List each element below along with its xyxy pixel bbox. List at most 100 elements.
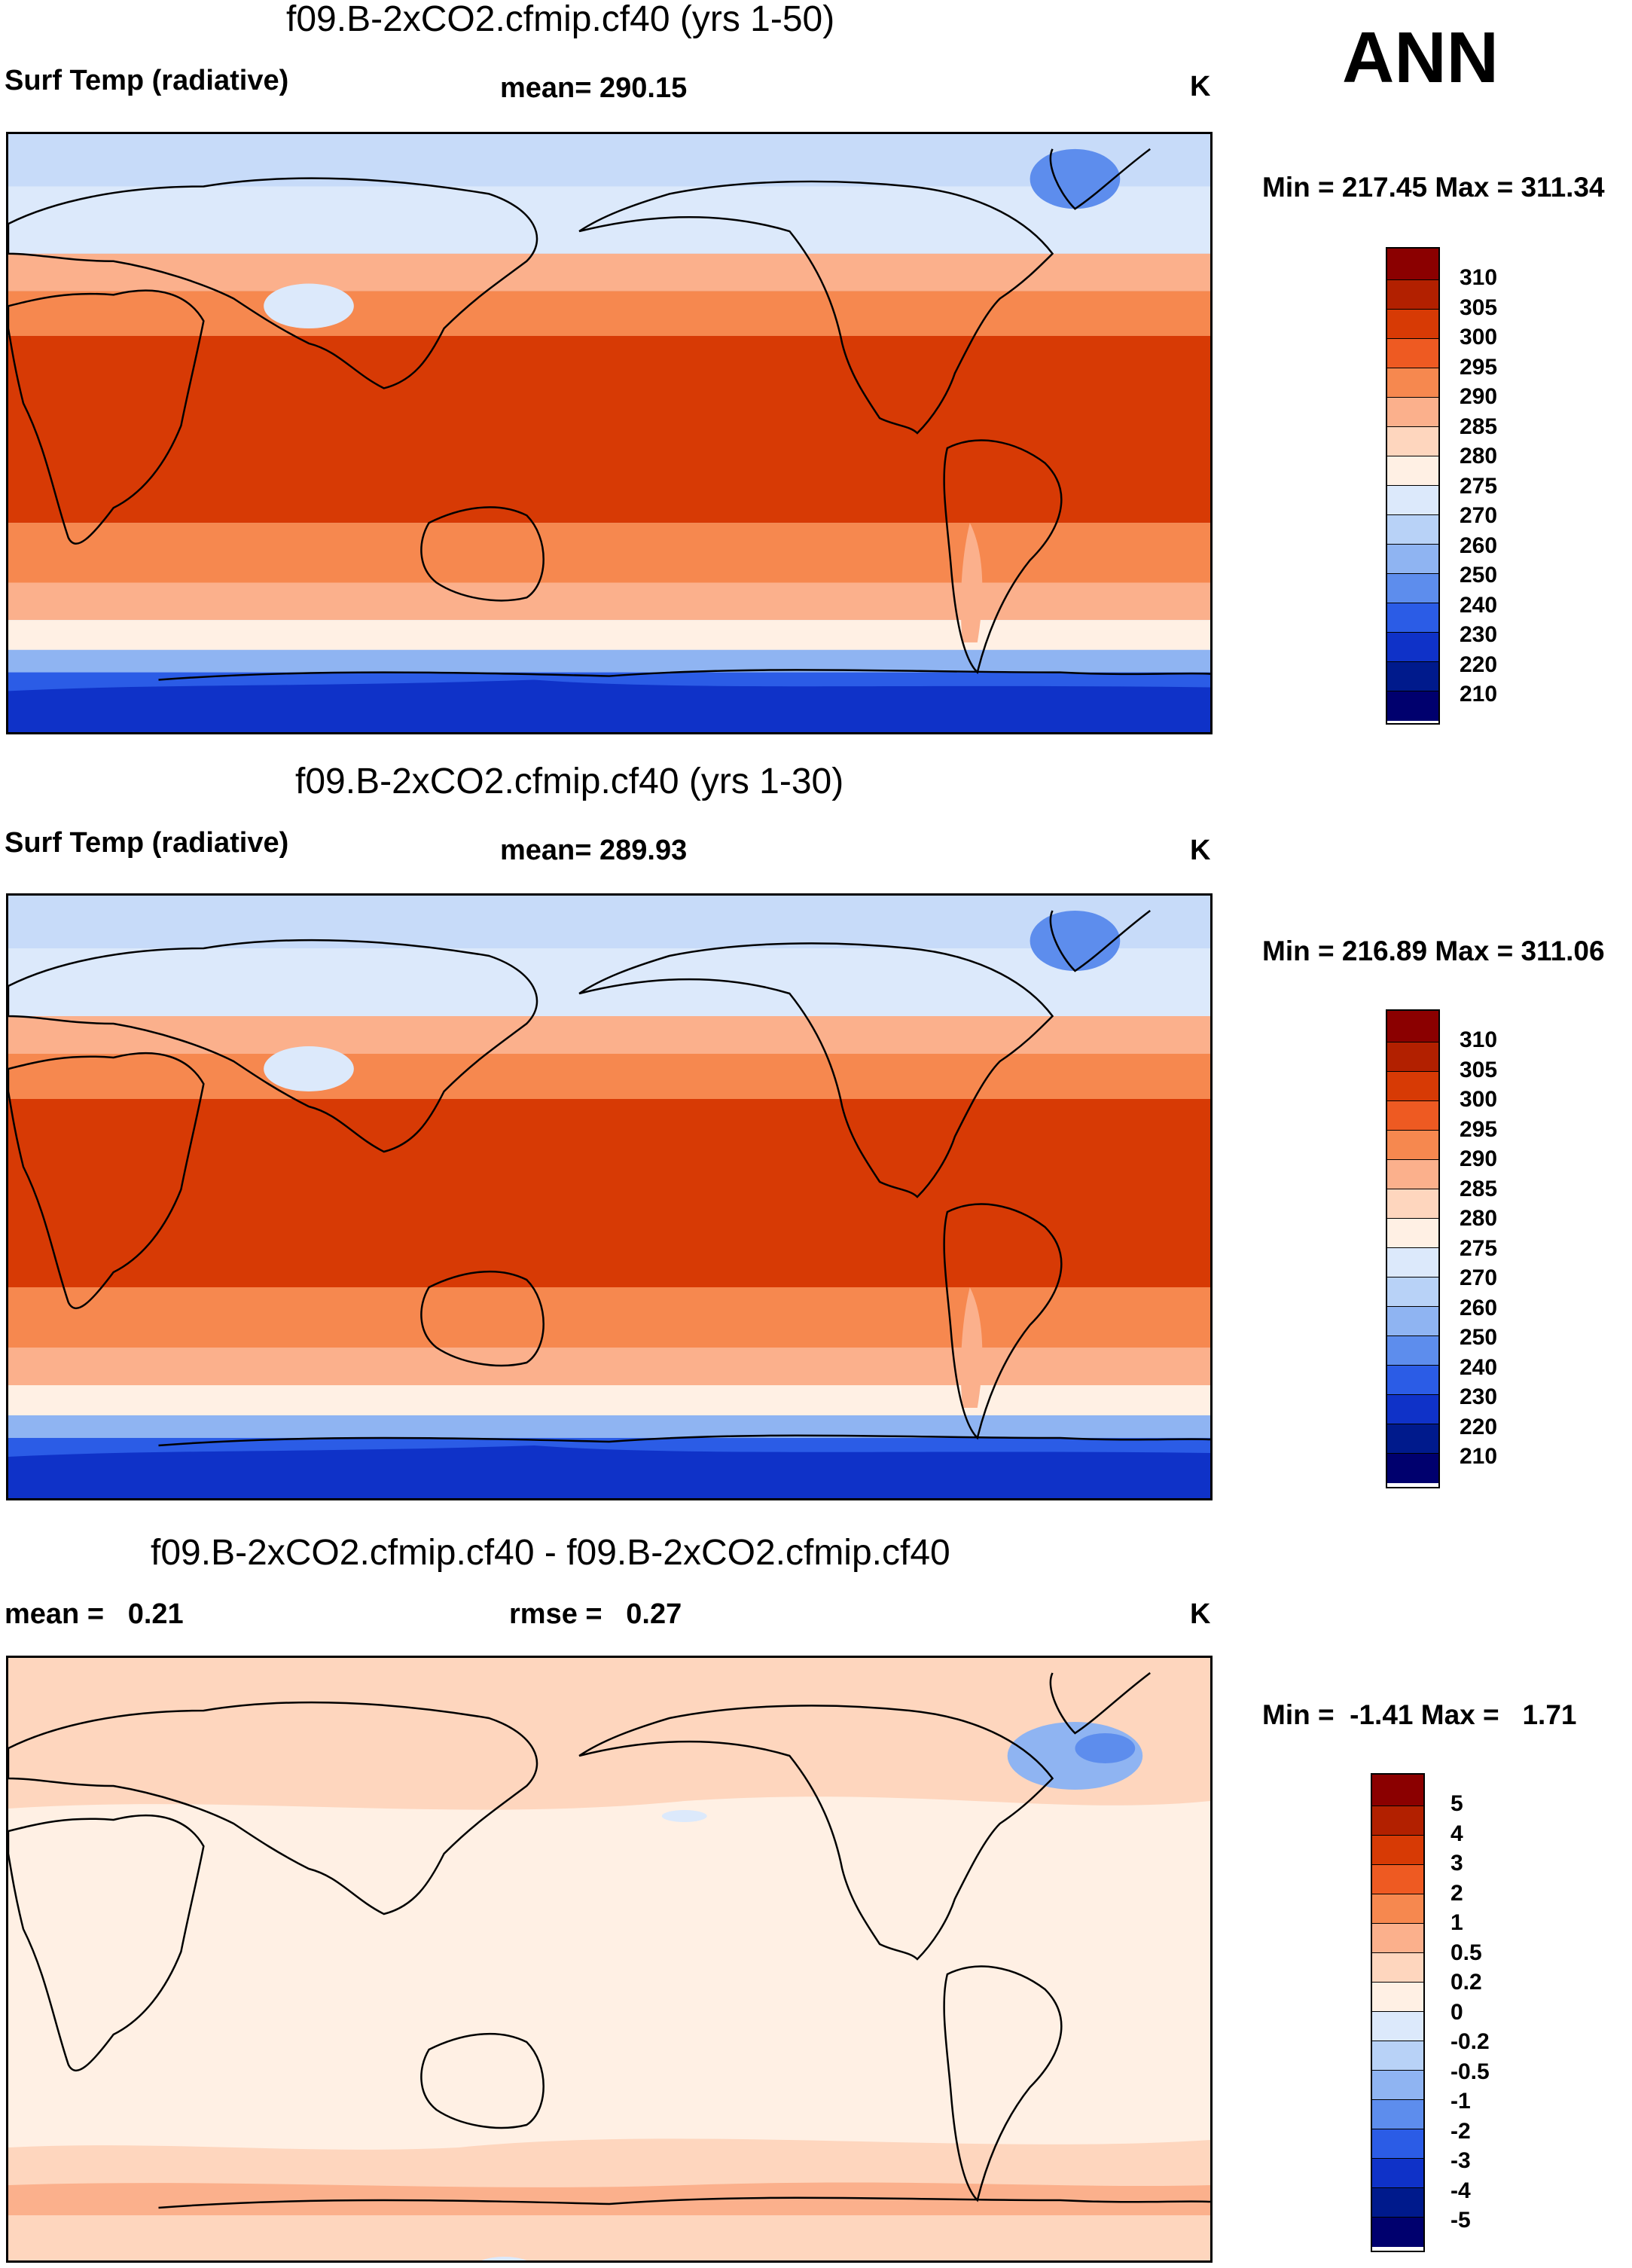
color-bar-tick: -5 xyxy=(1450,2208,1471,2233)
temperature-map xyxy=(6,132,1213,734)
color-bar-box xyxy=(1387,426,1438,456)
greenland-coast xyxy=(1049,148,1151,210)
cool-south-band xyxy=(8,1385,1210,1415)
color-bar-tick: 305 xyxy=(1460,1058,1498,1082)
min-max-label: Min = -1.41 Max = 1.71 xyxy=(1262,1699,1577,1730)
color-bar-tick: 290 xyxy=(1460,384,1498,409)
tibet-cold xyxy=(264,1046,354,1091)
andes-cool xyxy=(960,523,983,643)
color-bar-box xyxy=(1387,485,1438,515)
africa-coast xyxy=(7,1815,205,2072)
color-bar-box xyxy=(1387,632,1438,662)
greenland-coast xyxy=(1049,910,1151,972)
color-bar-box xyxy=(1372,2217,1423,2247)
tropics-band xyxy=(8,335,1210,524)
color-bar-tick: 280 xyxy=(1460,1206,1498,1231)
color-bar-box xyxy=(1387,1011,1438,1042)
color-bar-tick: 300 xyxy=(1460,325,1498,350)
north-america-coast xyxy=(578,1705,1054,1961)
color-bar-tick: -0.2 xyxy=(1450,2029,1490,2054)
color-bar-tick: 285 xyxy=(1460,414,1498,439)
color-bar-tick: 1 xyxy=(1450,1910,1463,1935)
south-america-coast xyxy=(943,439,1063,675)
color-bar-tick: 295 xyxy=(1460,355,1498,380)
panel-title: f09.B-2xCO2.cfmip.cf40 (yrs 1-30) xyxy=(295,762,844,801)
difference-map xyxy=(6,1656,1213,2268)
tropics-light xyxy=(8,1796,1210,2150)
coastlines xyxy=(7,1672,1211,2209)
australia-coast xyxy=(420,2032,545,2129)
color-bar-tick: 220 xyxy=(1460,652,1498,677)
color-bar-box xyxy=(1387,1306,1438,1336)
variable-label: Surf Temp (radiative) xyxy=(5,827,289,859)
color-bar-tick: -2 xyxy=(1450,2119,1471,2144)
color-bar-tick: 280 xyxy=(1460,444,1498,469)
color-bar-box xyxy=(1372,2158,1423,2188)
arctic-band xyxy=(8,896,1210,948)
color-bar-box xyxy=(1372,1864,1423,1894)
color-bar-box xyxy=(1387,279,1438,310)
color-bar-box xyxy=(1387,456,1438,486)
color-bar-box xyxy=(1372,1982,1423,2012)
unit-label: K xyxy=(1190,1598,1211,1630)
antarctica-fill xyxy=(8,1445,1210,1498)
color-bar-tick: 210 xyxy=(1460,1444,1498,1469)
color-bar-box xyxy=(1387,249,1438,280)
color-bar-box xyxy=(1387,1042,1438,1072)
color-bar-box xyxy=(1387,1335,1438,1366)
color-bar-box xyxy=(1387,1189,1438,1219)
color-bar-box xyxy=(1387,1159,1438,1189)
color-bar-tick: 2 xyxy=(1450,1881,1463,1906)
color-bar-tick: 275 xyxy=(1460,474,1498,499)
south-america-coast xyxy=(943,1203,1063,1440)
color-bar-box xyxy=(1387,1394,1438,1424)
color-bar-box xyxy=(1372,1952,1423,1983)
variable-label: Surf Temp (radiative) xyxy=(5,65,289,96)
north-america-coast xyxy=(578,942,1054,1198)
color-bar-tick: 310 xyxy=(1460,1027,1498,1052)
color-bar-tick: 285 xyxy=(1460,1177,1498,1201)
australia-coast xyxy=(420,506,545,602)
color-bar-box xyxy=(1387,309,1438,339)
greenland-cold xyxy=(1030,148,1121,209)
warm-north-band xyxy=(8,291,1210,336)
color-bar-box xyxy=(1372,1775,1423,1806)
south-america-coast xyxy=(943,1965,1063,2202)
mean-label: mean = 0.21 xyxy=(5,1598,184,1630)
color-bar-tick: 0 xyxy=(1450,2000,1463,2025)
color-bar-box xyxy=(1387,368,1438,398)
min-max-label: Min = 216.89 Max = 311.06 xyxy=(1262,936,1605,966)
color-bar-tick: 290 xyxy=(1460,1146,1498,1171)
color-bar-box xyxy=(1387,514,1438,545)
eurasia-coast xyxy=(7,939,538,1153)
warm-south-band xyxy=(8,523,1210,583)
antarctica-fill xyxy=(8,679,1210,732)
color-bar-tick: 3 xyxy=(1450,1851,1463,1876)
rmse-label: rmse = 0.27 xyxy=(509,1598,682,1630)
subantarctic-band xyxy=(8,649,1210,673)
color-bar-tick: 220 xyxy=(1460,1415,1498,1439)
color-bar-tick: -0.5 xyxy=(1450,2059,1490,2084)
color-bar-tick: 5 xyxy=(1450,1791,1463,1816)
color-bar-tick: 210 xyxy=(1460,682,1498,707)
color-bar-box xyxy=(1387,338,1438,368)
color-bar xyxy=(1386,1009,1440,1488)
color-bar-tick: 230 xyxy=(1460,622,1498,647)
north-atlantic-cold-core xyxy=(1075,1733,1136,1763)
color-bar-tick: 275 xyxy=(1460,1236,1498,1261)
color-bar-tick: 260 xyxy=(1460,1296,1498,1320)
color-bar-box xyxy=(1387,1247,1438,1277)
color-bar-box xyxy=(1372,2041,1423,2071)
color-bar-tick: 305 xyxy=(1460,295,1498,320)
greenland-coast xyxy=(1049,1672,1151,1735)
pacific-cool-spot xyxy=(661,1810,707,1822)
color-bar-tick: 300 xyxy=(1460,1087,1498,1112)
panel-title: f09.B-2xCO2.cfmip.cf40 - f09.B-2xCO2.cfm… xyxy=(151,1533,950,1573)
andes-cool xyxy=(960,1287,983,1408)
temperature-map xyxy=(6,893,1213,1500)
subarctic-band xyxy=(8,186,1210,254)
color-bar-tick: 250 xyxy=(1460,563,1498,588)
color-bar-tick: 270 xyxy=(1460,1265,1498,1290)
antarctica-coast xyxy=(158,2196,1211,2209)
mid-north-band xyxy=(8,253,1210,292)
